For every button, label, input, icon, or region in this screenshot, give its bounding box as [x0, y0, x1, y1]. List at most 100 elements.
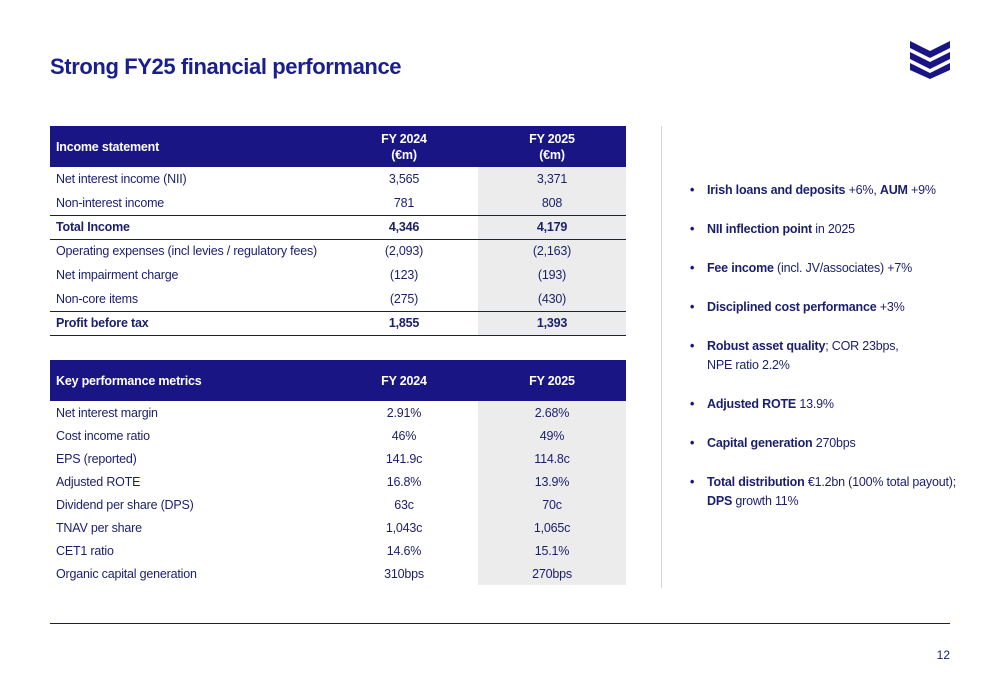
header-fy2025: FY 2025 (€m)	[478, 126, 626, 167]
kpi-row: CET1 ratio 14.6% 15.1%	[50, 539, 626, 562]
highlight-bold-text: AUM	[879, 183, 908, 197]
highlight-bold-text: DPS	[707, 494, 733, 508]
income-statement-row: Net interest income (NII) 3,565 3,371	[50, 167, 626, 191]
income-statement-row: Total Income 4,346 4,179	[50, 214, 626, 240]
value-fy2025: 808	[478, 191, 626, 215]
value-fy2025: 1,393	[478, 310, 626, 336]
row-label: Adjusted ROTE	[56, 474, 141, 489]
row-label: EPS (reported)	[56, 451, 137, 466]
highlight-item: Adjusted ROTE 13.9%	[690, 395, 960, 414]
header-fy2024-year: FY 2024	[381, 131, 427, 146]
value-fy2025: 270bps	[478, 562, 626, 585]
value-fy2025: (430)	[478, 287, 626, 311]
value-fy2025: (193)	[478, 263, 626, 287]
kpi-header-label: Key performance metrics	[50, 360, 330, 401]
value-fy2025: 3,371	[478, 167, 626, 191]
header-fy2025-unit: (€m)	[539, 147, 565, 162]
row-label: Total Income	[50, 214, 330, 240]
row-label: CET1 ratio	[56, 543, 114, 558]
value-fy2025: 4,179	[478, 214, 626, 240]
income-statement-row: Profit before tax 1,855 1,393	[50, 310, 626, 336]
row-label: Non-interest income	[56, 195, 165, 210]
highlight-item: Disciplined cost performance +3%	[690, 298, 960, 317]
footer-divider	[50, 623, 950, 624]
header-fy2025-year: FY 2025	[529, 131, 575, 146]
highlight-item: NII inflection point in 2025	[690, 220, 960, 239]
value-fy2024: (2,093)	[384, 244, 424, 259]
page-title: Strong FY25 financial performance	[50, 54, 402, 79]
highlight-bold-text: Total distribution	[707, 475, 805, 489]
kpi-header-fy2025: FY 2025	[478, 360, 626, 401]
income-statement-row: Operating expenses (incl levies / regula…	[50, 239, 626, 263]
value-fy2025: 70c	[478, 493, 626, 516]
highlight-item: Total distribution €1.2bn (100% total pa…	[690, 473, 960, 511]
income-statement-body: Net interest income (NII) 3,565 3,371 Non-i…	[50, 167, 626, 336]
highlight-text: ; COR 23bps,	[825, 339, 899, 353]
kpi-row: Cost income ratio 46% 49%	[50, 424, 626, 447]
value-fy2024: 4,346	[330, 214, 478, 240]
highlight-text: +9%	[907, 183, 936, 197]
kpi-row: Adjusted ROTE 16.8% 13.9%	[50, 470, 626, 493]
highlight-text: in 2025	[812, 222, 855, 236]
kpi-row: TNAV per share 1,043c 1,065c	[50, 516, 626, 539]
income-statement-row: Non-core items (275) (430)	[50, 287, 626, 311]
value-fy2025: 114.8c	[478, 447, 626, 470]
value-fy2024: 1,043c	[385, 520, 423, 535]
highlight-text: 13.9%	[796, 397, 834, 411]
highlight-item: Fee income (incl. JV/associates) +7%	[690, 259, 960, 278]
row-label: Net interest income (NII)	[56, 172, 187, 186]
value-fy2024: 1,855	[330, 310, 478, 336]
kpi-header-fy2024: FY 2024	[330, 360, 478, 401]
highlight-text: +3%	[876, 300, 905, 314]
highlight-item: Irish loans and deposits +6%, AUM +9%	[690, 181, 960, 200]
value-fy2024: (123)	[389, 268, 419, 282]
highlights-list: Irish loans and deposits +6%, AUM +9% NII…	[690, 181, 960, 531]
kpi-table: Key performance metrics FY 2024 FY 2025 …	[50, 360, 626, 585]
highlight-item: Robust asset quality; COR 23bps, NPE rati…	[690, 337, 960, 375]
page-number: 12	[936, 648, 950, 662]
header-fy2024: FY 2024 (€m)	[330, 126, 478, 167]
highlight-bold-text: Disciplined cost performance	[707, 300, 877, 314]
value-fy2024: 310bps	[384, 566, 424, 581]
highlight-bold-text: Robust asset quality	[707, 339, 826, 353]
value-fy2024: 46%	[391, 428, 417, 443]
highlight-bold-text: Capital generation	[707, 436, 813, 450]
income-statement-table: Income statement FY 2024 (€m) FY 2025 (€…	[50, 126, 626, 336]
row-label: Organic capital generation	[56, 566, 197, 581]
value-fy2024: 141.9c	[385, 451, 423, 466]
kpi-row: EPS (reported) 141.9c 114.8c	[50, 447, 626, 470]
row-label: Dividend per share (DPS)	[56, 497, 194, 512]
income-statement-header-label: Income statement	[50, 126, 330, 167]
value-fy2024: 3,565	[388, 172, 420, 186]
highlight-text: NPE ratio 2.2%	[707, 358, 790, 372]
highlight-bold-text: Irish loans and deposits	[707, 183, 846, 197]
kpi-row: Dividend per share (DPS) 63c 70c	[50, 493, 626, 516]
kpi-row: Organic capital generation 310bps 270bps	[50, 562, 626, 585]
highlight-text: growth 11%	[732, 494, 799, 508]
value-fy2025: 13.9%	[478, 470, 626, 493]
value-fy2025: 49%	[478, 424, 626, 447]
bank-logo-chevrons-icon	[910, 41, 950, 79]
row-label: TNAV per share	[56, 520, 142, 535]
kpi-row: Net interest margin 2.91% 2.68%	[50, 401, 626, 424]
row-label: Cost income ratio	[56, 428, 150, 443]
value-fy2024: (275)	[389, 291, 419, 306]
value-fy2025: 15.1%	[478, 539, 626, 562]
highlight-text: 270bps	[812, 436, 856, 450]
highlight-text: (incl. JV/associates) +7%	[773, 261, 913, 275]
row-label: Operating expenses (incl levies / regula…	[56, 244, 317, 259]
value-fy2024: 16.8%	[386, 474, 422, 489]
row-label: Net impairment charge	[56, 268, 179, 282]
highlight-text: €1.2bn (100% total payout);	[804, 475, 956, 489]
highlight-item: Capital generation 270bps	[690, 434, 960, 453]
row-label: Net interest margin	[56, 405, 158, 420]
value-fy2024: 781	[393, 195, 415, 210]
value-fy2025: 2.68%	[478, 401, 626, 424]
row-label: Non-core items	[56, 291, 138, 306]
row-label: Profit before tax	[50, 310, 330, 336]
value-fy2024: 63c	[394, 497, 414, 512]
kpi-header-row: Key performance metrics FY 2024 FY 2025	[50, 360, 626, 401]
income-statement-row: Non-interest income 781 808	[50, 191, 626, 215]
value-fy2024: 14.6%	[386, 543, 422, 558]
highlight-bold-text: Fee income	[707, 261, 774, 275]
